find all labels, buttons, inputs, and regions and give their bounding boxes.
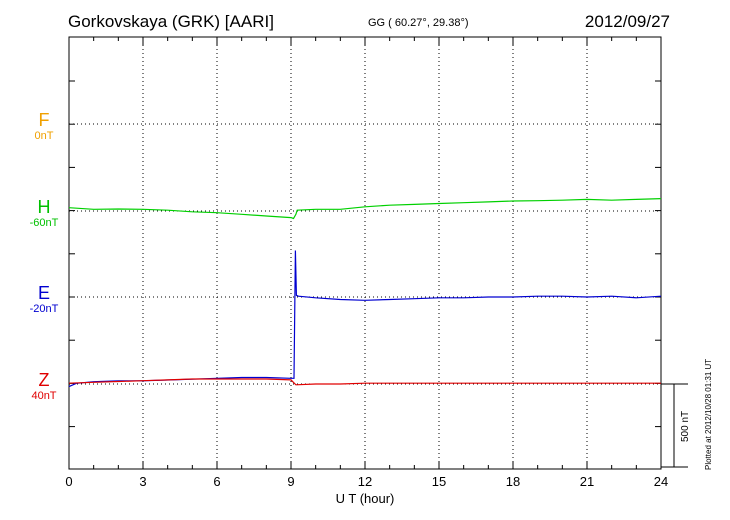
x-tick-label: 9 bbox=[287, 474, 294, 489]
x-tick-label: 3 bbox=[139, 474, 146, 489]
series-line-z bbox=[68, 378, 661, 386]
plotted-timestamp: Plotted at 2012/10/28 01:31 UT bbox=[704, 358, 713, 470]
component-letter: Z bbox=[38, 370, 50, 390]
x-axis-label: U T (hour) bbox=[336, 491, 395, 506]
series-line-h bbox=[68, 198, 662, 220]
x-tick-label: 6 bbox=[213, 474, 220, 489]
component-offset: 0nT bbox=[34, 130, 54, 142]
x-tick-label: 12 bbox=[358, 474, 372, 489]
component-label-f: F 0nT bbox=[24, 110, 64, 143]
scale-bar-label: 500 nT bbox=[680, 410, 691, 442]
component-letter: H bbox=[37, 197, 51, 217]
station-title: Gorkovskaya (GRK) [AARI] bbox=[68, 12, 274, 31]
component-label-z: Z 40nT bbox=[24, 370, 64, 403]
station-coordinates: GG ( 60.27°, 29.38°) bbox=[368, 17, 469, 29]
component-letter: E bbox=[37, 283, 50, 303]
component-offset: -60nT bbox=[29, 217, 59, 229]
component-label-h: H -60nT bbox=[24, 197, 64, 230]
component-offset: 40nT bbox=[31, 390, 57, 402]
x-tick-label: 18 bbox=[506, 474, 520, 489]
plot-date: 2012/09/27 bbox=[584, 12, 670, 31]
component-offset: -20nT bbox=[29, 303, 59, 315]
component-label-e: E -20nT bbox=[24, 283, 64, 316]
series-line-e bbox=[68, 250, 662, 388]
component-letter: F bbox=[38, 110, 50, 130]
x-tick-label: 0 bbox=[65, 474, 72, 489]
x-tick-label: 24 bbox=[654, 474, 668, 489]
x-tick-label: 15 bbox=[432, 474, 446, 489]
x-tick-label: 21 bbox=[580, 474, 594, 489]
